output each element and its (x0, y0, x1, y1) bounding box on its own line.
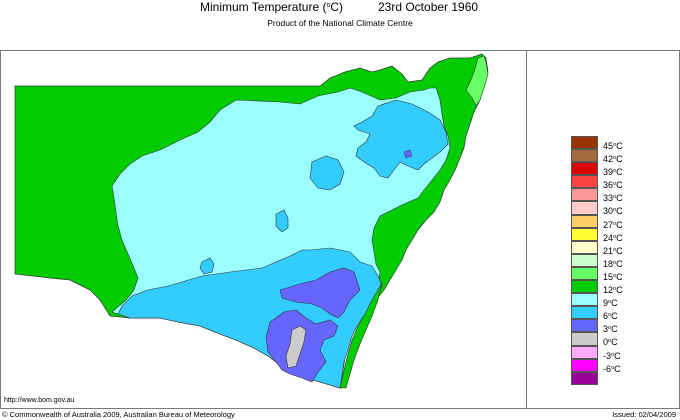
region-3c-spot (403, 149, 413, 159)
legend-label: 9oC (603, 298, 618, 309)
legend-label: 21oC (603, 245, 623, 256)
region-3c-central (279, 267, 361, 319)
legend-swatch (571, 345, 598, 359)
legend-label: 30oC (603, 206, 623, 217)
legend-label: 45oC (603, 141, 623, 151)
region-6c-blob1 (309, 155, 345, 191)
legend-divider (526, 50, 527, 408)
legend-label: 15oC (603, 271, 623, 282)
legend-swatch (571, 136, 598, 150)
legend-swatch (571, 175, 598, 189)
legend-label: -6oC (603, 363, 621, 374)
legend-swatch (571, 293, 598, 307)
legend-label: 6oC (603, 311, 618, 322)
legend-swatch (571, 280, 598, 294)
legend-label: 24oC (603, 232, 623, 243)
source-url[interactable]: http://www.bom.gov.au (4, 397, 75, 404)
title-text: Minimum Temperature (oC) (200, 0, 344, 14)
legend-swatch (571, 306, 598, 320)
legend-label: 3oC (603, 324, 618, 335)
legend-label: 42oC (603, 154, 623, 165)
legend-swatch (571, 201, 598, 215)
title-date: 23rd October 1960 (378, 0, 479, 14)
legend-label: 33oC (603, 193, 623, 204)
subtitle: Product of the National Climate Centre (267, 18, 413, 28)
region-6c-blob3 (199, 257, 215, 275)
issued-date: Issued: 02/04/2009 (612, 410, 676, 419)
legend-label: 39oC (603, 167, 623, 178)
region-15c (465, 55, 489, 107)
legend-swatch (571, 371, 598, 385)
region-6c-north (353, 99, 449, 179)
legend-label: 36oC (603, 180, 623, 191)
copyright-notice: © Commonwealth of Australia 2009, Austra… (2, 410, 235, 419)
region-0c (285, 325, 307, 369)
legend-swatch (571, 358, 598, 372)
legend-label: 27oC (603, 219, 623, 230)
legend-swatch (571, 214, 598, 228)
legend-swatch (571, 240, 598, 254)
legend-swatch (571, 319, 598, 333)
legend-swatch (571, 332, 598, 346)
legend-swatch (571, 162, 598, 176)
map-title: Minimum Temperature (oC) 23rd October 19… (0, 0, 680, 16)
region-12c-south-coast (339, 281, 383, 389)
legend-swatch (571, 266, 598, 281)
legend-swatch (571, 149, 598, 163)
region-6c-blob2 (275, 209, 289, 233)
legend-label: 0oC (603, 337, 618, 348)
legend-swatch (571, 253, 598, 267)
legend-swatch (571, 227, 598, 241)
legend-label: 12oC (603, 285, 623, 296)
legend-label: 18oC (603, 258, 623, 269)
legend-label: -3oC (603, 350, 621, 361)
legend-swatch (571, 188, 598, 202)
